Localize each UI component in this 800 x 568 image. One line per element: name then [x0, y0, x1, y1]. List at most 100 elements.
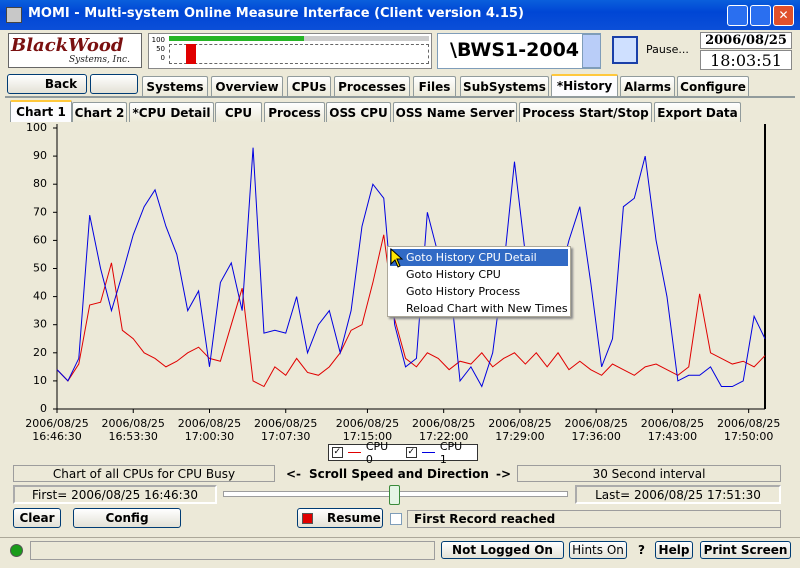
gauge-track — [169, 36, 429, 41]
main-tab[interactable]: Overview — [211, 76, 283, 96]
gauge-label: 100 — [151, 36, 165, 44]
logo: BlackWood Systems, Inc. — [8, 33, 142, 68]
maximize[interactable] — [750, 5, 771, 26]
status-bar: Not Logged On Hints On ? Help Print Scre… — [0, 537, 800, 568]
clear-button[interactable]: Clear — [13, 508, 61, 528]
y-tick-label: 70 — [33, 205, 47, 218]
menu-item[interactable]: Goto History CPU — [406, 268, 501, 281]
sub-tab[interactable]: Chart 2 — [72, 102, 127, 122]
x-tick-label: 2006/08/25 17:43:00 — [640, 417, 705, 443]
main-tab[interactable]: Configure — [677, 76, 749, 96]
system-select[interactable]: \BWS1-2004 — [437, 33, 601, 69]
close[interactable]: ✕ — [773, 5, 794, 26]
y-tick-label: 0 — [40, 402, 47, 415]
main-tab[interactable]: SubSystems — [460, 76, 549, 96]
y-tick-label: 10 — [33, 374, 47, 387]
back-label[interactable]: Back — [44, 77, 78, 91]
pause-label[interactable]: Pause... — [646, 43, 689, 56]
main-tab[interactable]: Alarms — [620, 76, 675, 96]
menu-item[interactable]: Goto History Process — [406, 285, 521, 298]
legend-checkbox[interactable]: ✓ — [332, 447, 343, 458]
scroll-right: -> — [496, 467, 512, 481]
sub-tab[interactable]: OSS CPU — [326, 102, 391, 122]
sub-tab[interactable]: Process — [264, 102, 325, 122]
main-tab[interactable]: CPUs — [287, 76, 331, 96]
x-tick-label: 2006/08/25 17:00:30 — [177, 417, 242, 443]
date: 2006/08/25 — [700, 32, 792, 49]
chart-description: Chart of all CPUs for CPU Busy — [13, 465, 275, 482]
sub-tab[interactable]: Process Start/Stop — [519, 102, 652, 122]
status-light — [10, 544, 23, 557]
series-line — [56, 147, 766, 388]
x-tick-label: 2006/08/25 16:53:30 — [101, 417, 165, 443]
login-button[interactable]: Not Logged On — [441, 541, 564, 559]
x-tick-label: 2006/08/25 17:15:00 — [335, 417, 400, 443]
y-tick-label: 100 — [26, 122, 47, 134]
x-tick-label: 2006/08/25 17:36:00 — [564, 417, 628, 443]
gauge-label: 50 — [156, 45, 165, 53]
legend: ✓ CPU 0 ✓ CPU 1 — [328, 440, 478, 466]
interval: 30 Second interval — [517, 465, 781, 482]
y-tick-label: 40 — [33, 290, 47, 303]
config-button[interactable]: Config — [73, 508, 181, 528]
context-menu: Goto History CPU Detail Goto History CPU G… — [387, 246, 571, 317]
menu-item[interactable]: Goto History CPU Detail — [390, 249, 568, 266]
main-tab[interactable]: *History — [551, 74, 618, 96]
dropdown-button[interactable] — [582, 34, 601, 68]
first-record: First Record reached — [407, 510, 781, 528]
slider-thumb[interactable] — [389, 485, 400, 505]
app-icon — [6, 7, 22, 23]
logo-text: BlackWood — [11, 35, 124, 56]
hints-button[interactable]: Hints On — [569, 541, 627, 559]
gauge-label: 0 — [160, 54, 165, 62]
sub-tab[interactable]: *CPU Detail — [129, 102, 214, 122]
first-record-checkbox[interactable] — [390, 513, 402, 525]
y-tick-label: 90 — [33, 149, 47, 162]
x-tick-label: 2006/08/25 17:50:00 — [716, 417, 781, 443]
tab-line — [5, 96, 795, 98]
menu-item[interactable]: Reload Chart with New Times — [406, 302, 568, 315]
y-tick-label: 80 — [33, 177, 47, 190]
sub-tab[interactable]: Chart 1 — [10, 100, 72, 122]
forward-button[interactable] — [90, 74, 138, 94]
x-tick-label: 2006/08/25 17:22:00 — [411, 417, 476, 443]
legend-label: CPU 0 — [365, 439, 389, 466]
gauge-grid — [169, 44, 429, 64]
back-button[interactable]: Back — [7, 74, 87, 94]
help-button[interactable]: Help — [655, 541, 693, 559]
y-tick-label: 30 — [33, 318, 47, 331]
gauge-bar — [186, 44, 196, 64]
pause-icon[interactable] — [612, 36, 638, 64]
last-time: Last= 2006/08/25 17:51:30 — [575, 485, 781, 504]
y-tick-label: 20 — [33, 346, 47, 359]
minimize[interactable] — [727, 5, 748, 26]
sub-tab[interactable]: Export Data — [654, 102, 741, 122]
resume-button[interactable]: Resume — [297, 508, 383, 528]
x-tick-label: 2006/08/25 16:46:30 — [25, 417, 89, 443]
legend-label: CPU 1 — [439, 439, 463, 466]
print-button[interactable]: Print Screen — [700, 541, 791, 559]
x-tick-label: 2006/08/25 17:07:30 — [254, 417, 318, 443]
cpu-gauge: 100 50 0 — [148, 33, 432, 69]
cursor — [390, 248, 404, 268]
time: 18:03:51 — [700, 50, 792, 70]
gauge-labels: 100 50 0 — [151, 36, 165, 63]
question-mark: ? — [638, 543, 645, 557]
first-time: First= 2006/08/25 16:46:30 — [13, 485, 217, 504]
legend-checkbox[interactable]: ✓ — [406, 447, 417, 458]
logo-subtext: Systems, Inc. — [69, 55, 130, 65]
resume-label[interactable]: Resume — [327, 511, 381, 525]
x-tick-label: 2006/08/25 17:29:00 — [488, 417, 552, 443]
scroll-left: <- — [286, 467, 302, 481]
legend-swatch — [421, 452, 435, 453]
legend-swatch — [347, 452, 361, 453]
sub-tab[interactable]: CPU — [215, 102, 262, 122]
main-tab[interactable]: Processes — [334, 76, 410, 96]
main-tab[interactable]: Systems — [142, 76, 208, 96]
title-bar: MOMI - Multi-system Online Measure Inter… — [0, 0, 800, 30]
y-tick-label: 50 — [33, 262, 47, 275]
y-tick-label: 60 — [33, 233, 47, 246]
main-tab[interactable]: Files — [413, 76, 456, 96]
sub-tab[interactable]: OSS Name Server — [393, 102, 517, 122]
